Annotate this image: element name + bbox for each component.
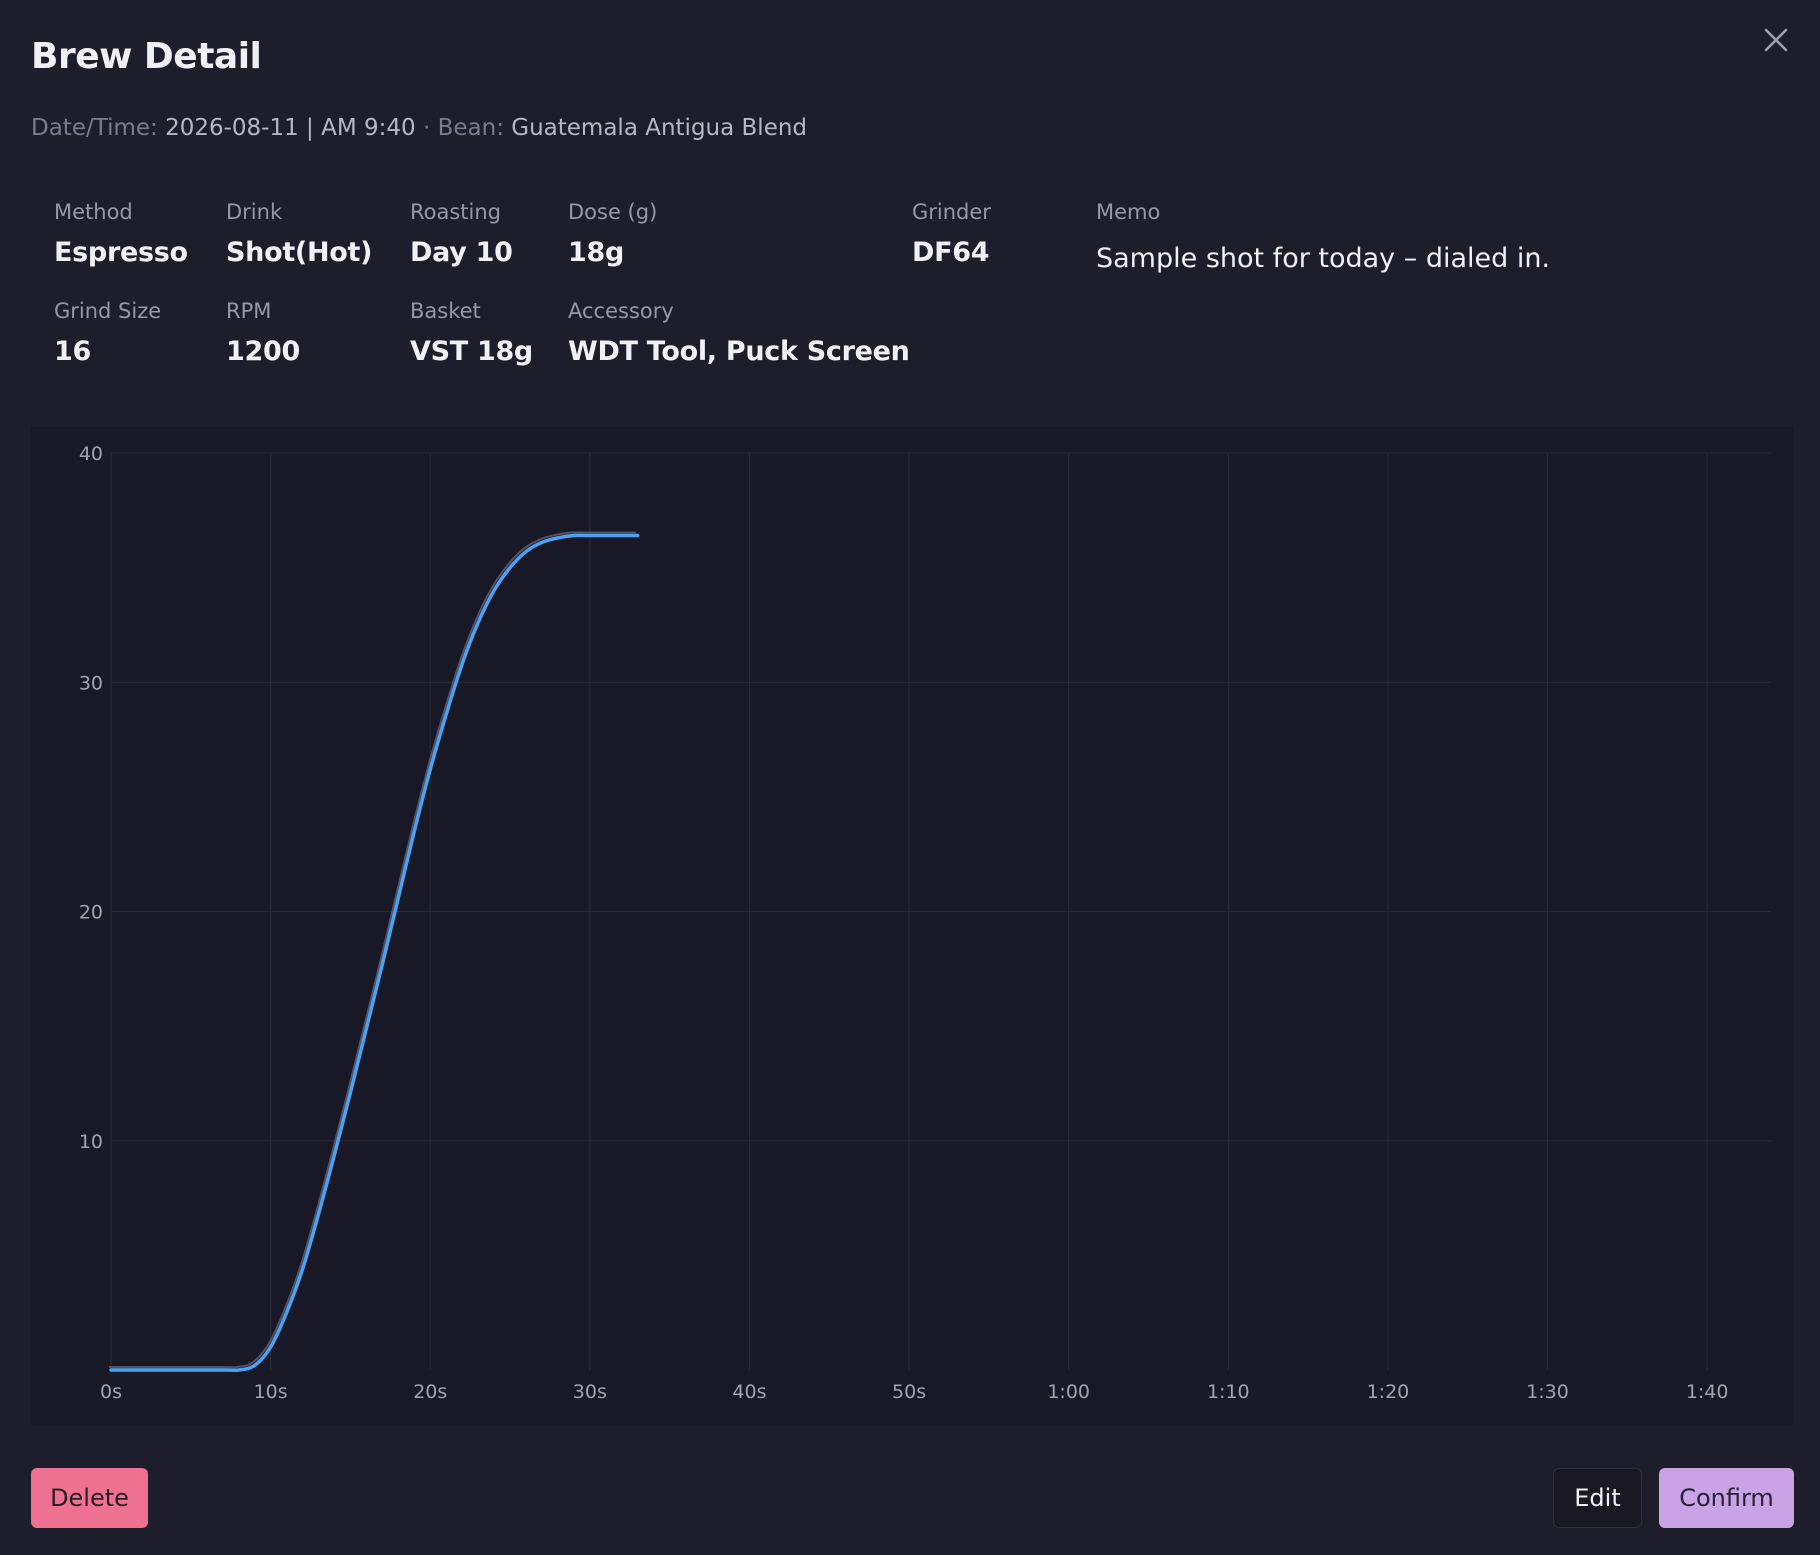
- field-label: Roasting: [410, 200, 502, 224]
- field-label: Basket: [410, 299, 481, 323]
- x-tick-label: 1:20: [1367, 1381, 1410, 1403]
- field-grind-size: Grind Size 16: [54, 296, 161, 370]
- confirm-button[interactable]: Confirm: [1659, 1468, 1794, 1528]
- field-roasting: Roasting Day 10: [410, 197, 513, 271]
- field-label: Memo: [1096, 200, 1161, 224]
- bean-label: Bean:: [437, 115, 504, 141]
- y-tick-label: 30: [79, 672, 103, 694]
- date-label: Date/Time:: [31, 115, 158, 141]
- field-rpm: RPM 1200: [226, 296, 300, 370]
- series-line: [109, 533, 640, 1373]
- x-tick-label: 30s: [573, 1381, 607, 1403]
- meta-separator: ·: [422, 115, 431, 141]
- field-dose: Dose (g) 18g: [568, 197, 657, 271]
- y-tick-label: 20: [79, 902, 103, 924]
- field-basket: Basket VST 18g: [410, 296, 533, 370]
- page-title: Brew Detail: [31, 36, 262, 77]
- delete-button[interactable]: Delete: [31, 1468, 148, 1528]
- bean-value: Guatemala Antigua Blend: [511, 115, 808, 141]
- x-tick-label: 50s: [892, 1381, 926, 1403]
- brew-chart-svg: 0s 10s 20s 30s 40s 50s 1:00 1:10 1:20 1:30 1:40 10 2…: [79, 443, 1771, 1403]
- x-tick-label: 0s: [100, 1381, 122, 1403]
- field-label: Method: [54, 200, 133, 224]
- field-label: Grinder: [912, 200, 991, 224]
- field-memo: Memo Sample shot for today – dialed in.: [1096, 197, 1550, 277]
- x-tick-label: 1:40: [1686, 1381, 1729, 1403]
- x-tick-label: 40s: [732, 1381, 766, 1403]
- field-label: Dose (g): [568, 200, 658, 224]
- brew-chart: 0s 10s 20s 30s 40s 50s 1:00 1:10 1:20 1:30 1:40 10 2…: [31, 427, 1793, 1426]
- y-tick-label: 40: [79, 443, 103, 465]
- x-tick-label: 1:00: [1047, 1381, 1090, 1403]
- close-button[interactable]: [1757, 21, 1795, 59]
- field-value: DF64: [912, 237, 990, 268]
- memo-text: Sample shot for today – dialed in.: [1096, 243, 1551, 274]
- field-drink: Drink Shot(Hot): [226, 197, 372, 271]
- edit-button[interactable]: Edit: [1553, 1468, 1642, 1528]
- field-value: 1200: [226, 336, 300, 367]
- date-value: 2026-08-11 | AM 9:40: [165, 115, 416, 141]
- x-tick-label: 1:10: [1207, 1381, 1250, 1403]
- y-tick-label: 10: [79, 1131, 103, 1153]
- field-value: VST 18g: [410, 336, 533, 367]
- field-grinder: Grinder DF64: [912, 197, 991, 271]
- field-label: Grind Size: [54, 299, 162, 323]
- x-tick-label: 1:30: [1526, 1381, 1569, 1403]
- brew-meta: Date/Time: 2026-08-11 | AM 9:40 · Bean: …: [31, 115, 807, 141]
- field-label: Accessory: [568, 299, 674, 323]
- field-label: Drink: [226, 200, 283, 224]
- field-value: 18g: [568, 237, 625, 268]
- series-shadow-line: [108, 531, 636, 1369]
- close-icon: [1764, 28, 1788, 52]
- field-value: Espresso: [54, 237, 188, 268]
- field-method: Method Espresso: [54, 197, 188, 271]
- field-label: RPM: [226, 299, 272, 323]
- field-value: Day 10: [410, 237, 513, 268]
- field-value: 16: [54, 336, 91, 367]
- field-value: WDT Tool, Puck Screen: [568, 336, 910, 367]
- x-tick-label: 10s: [254, 1381, 288, 1403]
- x-tick-label: 20s: [413, 1381, 447, 1403]
- field-accessory: Accessory WDT Tool, Puck Screen: [568, 296, 910, 370]
- field-value: Shot(Hot): [226, 237, 373, 268]
